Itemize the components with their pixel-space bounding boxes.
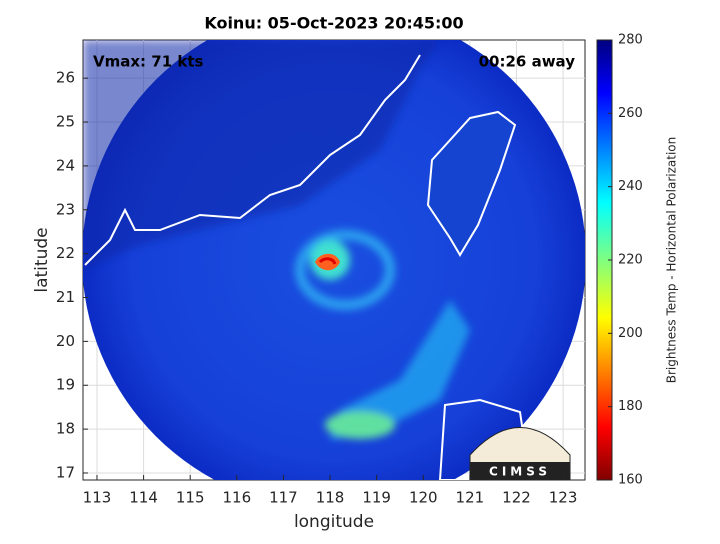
x-tick-label: 121	[456, 489, 485, 507]
x-tick-label: 117	[269, 489, 298, 507]
colorbar-tick-label: 280	[618, 33, 643, 48]
y-tick-label: 19	[56, 376, 75, 394]
taiwan	[426, 110, 517, 257]
x-tick-label: 119	[362, 489, 391, 507]
x-tick-label: 118	[316, 489, 345, 507]
colorbar-tick-label: 200	[618, 326, 643, 341]
y-tick-label: 17	[56, 463, 75, 481]
x-tick-label: 120	[409, 489, 438, 507]
x-tick-label: 122	[502, 489, 531, 507]
x-tick-label: 113	[83, 489, 112, 507]
colorbar-tick-label: 220	[618, 253, 643, 268]
y-tick-label: 25	[56, 113, 75, 131]
y-tick-label: 20	[56, 332, 75, 350]
y-tick-label: 21	[56, 288, 75, 306]
storm	[295, 230, 470, 440]
y-tick-label: 22	[56, 244, 75, 262]
y-tick-label: 26	[56, 69, 75, 87]
x-axis-label: longitude	[294, 512, 374, 532]
y-tick-label: 24	[56, 156, 75, 174]
x-tick-label: 115	[176, 489, 205, 507]
colorbar-tick-label: 240	[618, 179, 643, 194]
land-area	[83, 40, 440, 270]
x-tick-label: 114	[129, 489, 158, 507]
colorbar-label: Brightness Temp - Horizontal Polarizatio…	[665, 137, 679, 384]
x-tick-label: 123	[549, 489, 578, 507]
annotation: 00:26 away	[479, 53, 576, 71]
annotation: Vmax: 71 kts	[93, 53, 203, 71]
coastline	[84, 54, 421, 266]
colorbar-tick-label: 180	[618, 399, 643, 414]
eye	[318, 257, 337, 265]
logo: CIMSS	[469, 427, 571, 481]
logo-text: CIMSS	[489, 465, 551, 479]
eyewall	[315, 253, 340, 271]
y-tick-label: 18	[56, 420, 75, 438]
imagery	[83, 40, 585, 480]
y-tick-label: 23	[56, 200, 75, 218]
chart-title: Koinu: 05-Oct-2023 20:45:00	[204, 14, 463, 33]
y-axis-label: latitude	[32, 227, 52, 292]
x-tick-label: 116	[222, 489, 251, 507]
colorbar-tick-label: 160	[618, 473, 643, 488]
colorbar-tick-label: 260	[618, 106, 643, 121]
